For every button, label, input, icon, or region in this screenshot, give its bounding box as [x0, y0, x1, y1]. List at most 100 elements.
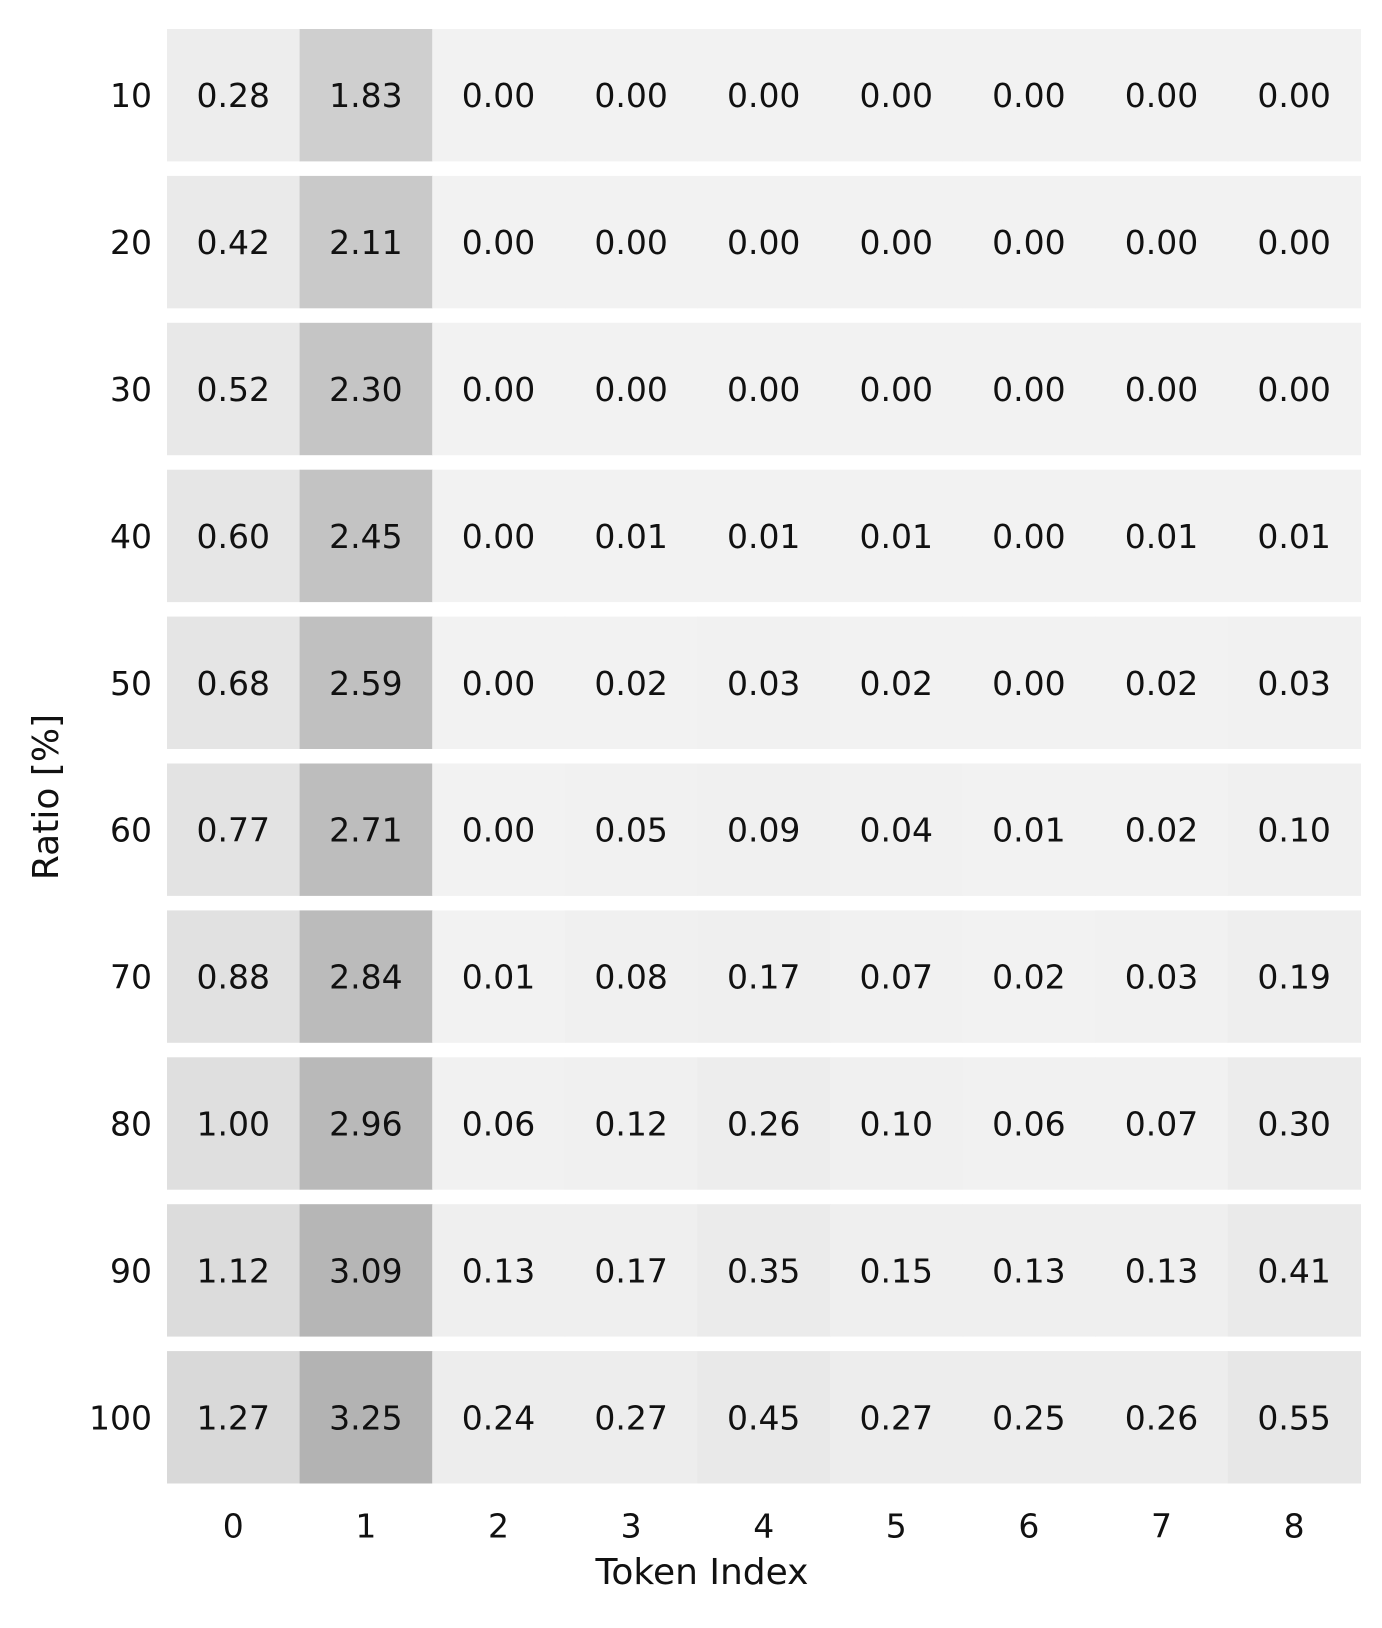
heatmap-cell-value: 0.00	[462, 370, 535, 409]
heatmap-cell-value: 0.02	[594, 664, 667, 703]
heatmap-cell	[962, 469, 1096, 603]
heatmap-cell-value: 0.01	[727, 517, 800, 556]
x-tick-label: 5	[886, 1507, 907, 1546]
heatmap-cell-value: 0.00	[462, 223, 535, 262]
heatmap-cell	[697, 1204, 831, 1337]
heatmap-cell-value: 0.00	[727, 370, 800, 409]
heatmap-cell	[167, 175, 301, 309]
heatmap-cell	[432, 616, 566, 749]
heatmap-cell	[1227, 763, 1361, 896]
heatmap-cell	[1227, 175, 1361, 309]
heatmap-cell-value: 0.68	[197, 664, 270, 703]
heatmap-cell	[830, 1204, 964, 1337]
heatmap-cell-value: 0.00	[860, 370, 933, 409]
heatmap-cells	[167, 29, 1361, 1484]
heatmap-cell	[697, 763, 831, 896]
heatmap-cell-value: 0.00	[462, 517, 535, 556]
heatmap-cell	[299, 469, 433, 603]
heatmap-cell	[1227, 616, 1361, 749]
x-tick-label: 6	[1018, 1507, 1039, 1546]
heatmap-cell	[697, 1351, 831, 1484]
heatmap-cell-value: 0.17	[727, 958, 800, 997]
heatmap-cell	[299, 322, 433, 456]
heatmap-cell-value: 0.26	[727, 1105, 800, 1144]
heatmap-cell-value: 0.00	[727, 223, 800, 262]
heatmap-cell-value: 0.00	[462, 811, 535, 850]
heatmap-cell	[1095, 616, 1229, 749]
heatmap-cell-value: 0.55	[1257, 1398, 1330, 1437]
heatmap-cell	[299, 763, 433, 896]
heatmap-cell-value: 0.15	[860, 1251, 933, 1290]
heatmap-cell	[830, 322, 964, 456]
y-tick-label: 90	[110, 1251, 152, 1290]
heatmap-cell	[299, 175, 433, 309]
heatmap-cell	[167, 29, 301, 162]
heatmap-cell	[167, 616, 301, 749]
heatmap-cell	[299, 1351, 433, 1484]
heatmap-cell-value: 0.01	[1125, 517, 1198, 556]
heatmap-cell-value: 0.27	[594, 1398, 667, 1437]
heatmap-cell-value: 0.00	[594, 223, 667, 262]
x-tick-label: 4	[753, 1507, 774, 1546]
heatmap-cell-value: 1.83	[329, 76, 402, 115]
heatmap-cell	[962, 910, 1096, 1043]
heatmap-cell	[1095, 910, 1229, 1043]
heatmap-cell-value: 0.07	[1125, 1105, 1198, 1144]
heatmap-cell	[564, 1351, 698, 1484]
heatmap-cell	[432, 1351, 566, 1484]
heatmap-cell-value: 1.12	[197, 1251, 270, 1290]
y-tick-label: 10	[110, 76, 152, 115]
heatmap-cell-value: 0.00	[1257, 370, 1330, 409]
heatmap-cell	[432, 1204, 566, 1337]
heatmap-cell	[432, 29, 566, 162]
heatmap-cell-value: 0.02	[992, 958, 1065, 997]
heatmap-cell-value: 0.17	[594, 1251, 667, 1290]
heatmap-cell	[299, 1057, 433, 1190]
heatmap-cell-value: 2.30	[329, 370, 402, 409]
heatmap-cell-value: 0.02	[860, 664, 933, 703]
y-tick-label: 100	[89, 1398, 152, 1437]
heatmap-cell-value: 0.00	[1257, 76, 1330, 115]
heatmap-cell-value: 2.59	[329, 664, 402, 703]
heatmap-cell-value: 0.00	[594, 370, 667, 409]
heatmap-cell-value: 3.09	[329, 1251, 402, 1290]
heatmap-cell	[1227, 1204, 1361, 1337]
heatmap-cell	[564, 1057, 698, 1190]
heatmap-cell-value: 0.00	[992, 517, 1065, 556]
heatmap-cell-value: 2.96	[329, 1105, 402, 1144]
heatmap-cell-value: 0.01	[860, 517, 933, 556]
heatmap-cell-value: 0.88	[197, 958, 270, 997]
heatmap-cell-value: 0.77	[197, 811, 270, 850]
heatmap-cell	[167, 469, 301, 603]
y-tick-label: 60	[110, 811, 152, 850]
y-axis-title: Ratio [%]	[26, 714, 67, 880]
heatmap-cell-value: 0.03	[1257, 664, 1330, 703]
heatmap-cell-value: 0.10	[1257, 811, 1330, 850]
heatmap-cell-value: 0.13	[992, 1251, 1065, 1290]
heatmap-cell-value: 0.00	[992, 664, 1065, 703]
x-tick-label: 7	[1151, 1507, 1172, 1546]
heatmap-cell-value: 0.06	[462, 1105, 535, 1144]
heatmap-cell-value: 1.27	[197, 1398, 270, 1437]
heatmap-cell-value: 0.01	[992, 811, 1065, 850]
heatmap-cell-value: 0.52	[197, 370, 270, 409]
heatmap-cell	[299, 1204, 433, 1337]
y-axis-ticks: 10 20 30 40 50 60 70 80 90 100	[89, 76, 152, 1437]
heatmap-cell	[432, 910, 566, 1043]
heatmap-cell-value: 0.26	[1125, 1398, 1198, 1437]
heatmap-cell	[432, 175, 566, 309]
heatmap-cell-value: 0.00	[462, 76, 535, 115]
heatmap-cell	[167, 322, 301, 456]
heatmap-cell	[564, 322, 698, 456]
heatmap-cell	[697, 1057, 831, 1190]
heatmap-cell-value: 0.02	[1125, 811, 1198, 850]
heatmap-cell	[299, 616, 433, 749]
heatmap-cell	[830, 175, 964, 309]
heatmap-cell	[830, 469, 964, 603]
heatmap-cell	[432, 469, 566, 603]
heatmap-cell	[564, 910, 698, 1043]
heatmap-cell	[962, 29, 1096, 162]
heatmap-cell	[564, 763, 698, 896]
heatmap-cell	[830, 1057, 964, 1190]
